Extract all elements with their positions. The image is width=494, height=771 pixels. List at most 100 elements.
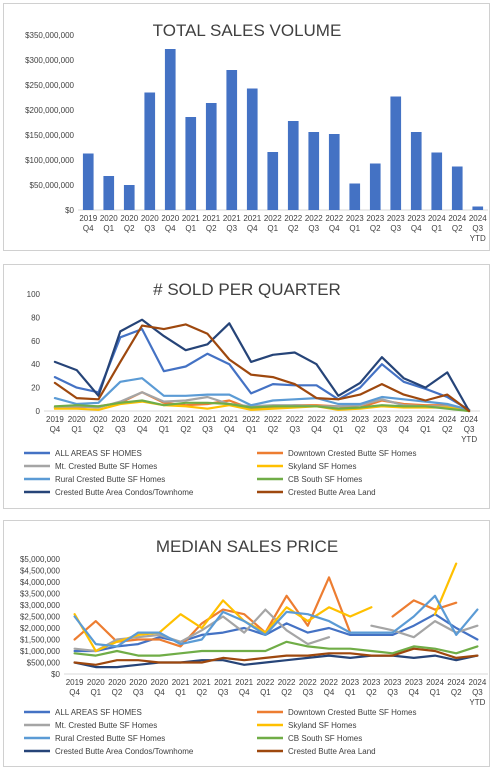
x-tick-label: 2023 [341, 678, 359, 687]
y-tick-label: $50,000,000 [30, 181, 75, 190]
x-tick-label: 2020 [100, 214, 118, 223]
x-tick-label: 2023 [407, 214, 425, 223]
x-tick-label: Q3 [226, 224, 237, 233]
bar-2021-q4 [246, 88, 258, 210]
x-tick-label: Q4 [50, 425, 61, 434]
x-tick-label: 2021 [243, 214, 261, 223]
y-tick-label: $200,000,000 [25, 106, 74, 115]
x-tick-label: Q1 [420, 425, 431, 434]
x-tick-label: Q2 [180, 425, 191, 434]
x-tick-label: 2022 [286, 415, 304, 424]
legend-label-mt-crested-butte-sf-homes: Mt. Crested Butte SF Homes [55, 462, 157, 471]
x-tick-label: Q3 [115, 425, 126, 434]
x-tick-label: 2022 [308, 415, 326, 424]
bar-2024-q2 [451, 166, 463, 210]
x-tick-label: Q2 [451, 688, 462, 697]
x-tick-label: Q2 [112, 688, 123, 697]
x-tick-label: 2023 [387, 214, 405, 223]
number-sold-per-quarter-svg: # SOLD PER QUARTER0204060801002019Q42020… [24, 280, 480, 497]
x-tick-label: 2021 [182, 214, 200, 223]
x-tick-label: 2020 [129, 678, 147, 687]
x-tick-label: 2022 [299, 678, 317, 687]
x-tick-label: 2022 [278, 678, 296, 687]
legend-label-downtown-crested-butte-sf-homes: Downtown Crested Butte SF Homes [288, 708, 417, 717]
median-sales-price-svg: MEDIAN SALES PRICE $0 $500,000 $1,000,000 $1… [20, 537, 488, 756]
total-sales-volume-chart: TOTAL SALES VOLUME $0 $50,000,000 $100,000,… [3, 3, 490, 251]
y-tick-label: $4,500,000 [20, 567, 61, 576]
bar-2023-q2 [369, 163, 381, 210]
x-tick-label: Q1 [333, 425, 344, 434]
series-line-cb-south-sf-homes [53, 399, 471, 413]
x-tick-label: Q4 [408, 688, 419, 697]
x-tick-label: Q1 [103, 224, 114, 233]
x-tick-label: 2022 [320, 678, 338, 687]
x-tick-label: Q3 [464, 425, 475, 434]
series-line-all-areas-sf-homes [73, 613, 479, 653]
x-tick-label: 2023 [346, 214, 364, 223]
x-tick-label: Q1 [349, 224, 360, 233]
y-tick-label: 40 [31, 360, 40, 369]
x-tick-label: Q3 [144, 224, 155, 233]
x-tick-label: 2021 [177, 415, 195, 424]
x-tick-label: Q2 [355, 425, 366, 434]
x-tick-label: Q2 [370, 224, 381, 233]
y-tick-label: $2,500,000 [20, 613, 61, 622]
x-tick-label: Q3 [472, 224, 483, 233]
y-tick-label: $3,500,000 [20, 590, 61, 599]
x-tick-label: Q1 [267, 224, 278, 233]
x-tick-label: 2024 [447, 678, 465, 687]
series-line-all-areas-sf-homes [53, 328, 471, 411]
x-tick-label: 2019 [79, 214, 97, 223]
bar-2020-q4 [164, 49, 176, 210]
x-tick-label: Q4 [83, 224, 94, 233]
legend-label-skyland-sf-homes: Skyland SF Homes [288, 721, 356, 730]
x-tick-label: 2021 [193, 678, 211, 687]
x-tick-label: 2020 [90, 415, 108, 424]
legend-label-rural-crested-butte-sf-homes: Rural Crested Butte SF Homes [55, 475, 165, 484]
chart-title: # SOLD PER QUARTER [153, 280, 341, 299]
x-tick-label: Q4 [239, 688, 250, 697]
y-tick-label: $250,000,000 [25, 81, 74, 90]
bar-2020-q1 [103, 176, 115, 210]
x-tick-label: Q4 [329, 224, 340, 233]
x-tick-label: 2023 [351, 415, 369, 424]
x-tick-label: 2023 [363, 678, 381, 687]
y-tick-label: $500,000 [27, 659, 61, 668]
y-tick-label: 100 [27, 290, 41, 299]
legend-label-cb-south-sf-homes: CB South SF Homes [288, 475, 362, 484]
x-tick-label: 2023 [366, 214, 384, 223]
x-tick-label: Q1 [430, 688, 441, 697]
x-tick-label: Q1 [175, 688, 186, 697]
legend-label-crested-butte-area-land: Crested Butte Area Land [288, 488, 376, 497]
legend-label-crested-butte-area-condos-townhome: Crested Butte Area Condos/Townhome [55, 488, 194, 497]
x-tick-label: Q3 [302, 688, 313, 697]
x-tick-label: 2022 [242, 415, 260, 424]
bar-2022-q4 [328, 134, 340, 210]
x-tick-label: Q3 [390, 224, 401, 233]
x-tick-label: Q4 [311, 425, 322, 434]
bar-2023-q3 [390, 96, 402, 210]
bar-2021-q3 [226, 70, 238, 210]
legend-label-all-areas-sf-homes: ALL AREAS SF HOMES [55, 449, 142, 458]
x-tick-label: 2020 [151, 678, 169, 687]
x-tick-label: 2021 [199, 415, 217, 424]
x-tick-label: 2024 [469, 214, 487, 223]
y-tick-label: $1,000,000 [20, 647, 61, 656]
series-line-crested-butte-area-condos-townhome [73, 654, 479, 669]
x-tick-label: Q3 [289, 425, 300, 434]
x-tick-label: 2021 [220, 415, 238, 424]
x-tick-label: Q2 [442, 425, 453, 434]
y-tick-label: 20 [31, 384, 40, 393]
x-tick-label: Q4 [324, 688, 335, 697]
x-tick-label: Q4 [398, 425, 409, 434]
x-tick-label: 2020 [111, 415, 129, 424]
x-tick-label: 2023 [405, 678, 423, 687]
x-tick-label: Q3 [387, 688, 398, 697]
x-tick-label: Q2 [206, 224, 217, 233]
y-tick-label: $2,000,000 [20, 624, 61, 633]
x-tick-label: 2024 [417, 415, 435, 424]
x-tick-label: Q1 [260, 688, 271, 697]
number-sold-per-quarter-chart: # SOLD PER QUARTER 0 20 40 60 80 100 2019 Q4 2020… [3, 264, 490, 509]
x-tick-label: 2020 [141, 214, 159, 223]
x-tick-label: Q1 [90, 688, 101, 697]
